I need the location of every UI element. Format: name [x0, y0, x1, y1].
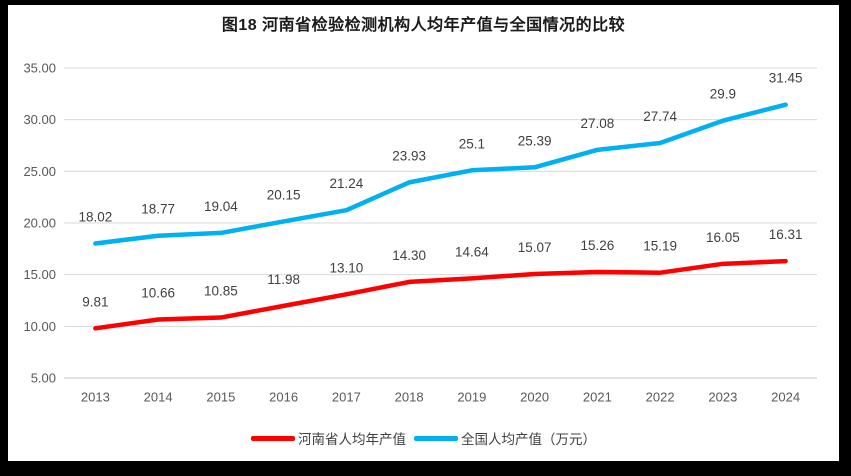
data-label-national: 25.39: [518, 133, 552, 148]
data-label-national: 31.45: [769, 71, 803, 86]
y-axis-tick-label: 25.00: [23, 164, 56, 179]
data-label-national: 23.93: [392, 148, 426, 163]
data-label-henan: 9.81: [82, 294, 108, 309]
data-label-henan: 10.66: [141, 286, 175, 301]
data-label-henan: 15.07: [518, 240, 552, 255]
chart-canvas: 图18 河南省检验检测机构人均年产值与全国情况的比较 5.00 10.00 15.0…: [8, 5, 839, 461]
x-axis-tick-label: 2013: [81, 390, 110, 405]
x-axis-tick-label: 2014: [144, 390, 173, 405]
data-label-national: 18.77: [141, 202, 175, 217]
legend: 河南省人均年产值 全国人均产值（万元）: [8, 427, 839, 449]
y-axis-tick-label: 30.00: [23, 112, 56, 127]
legend-swatch-henan-icon: [251, 435, 295, 441]
legend-label-henan: 河南省人均年产值: [298, 432, 406, 447]
data-label-national: 27.74: [643, 109, 677, 124]
plot-area: 5.00 10.00 15.00 20.00 25.00 30.00 35.00 2013 20…: [23, 61, 817, 405]
data-label-national: 18.02: [78, 209, 112, 224]
data-label-national: 27.08: [580, 116, 614, 131]
data-label-henan: 16.05: [706, 230, 740, 245]
legend-item-national: 全国人均产值（万元）: [414, 428, 596, 448]
data-label-henan: 15.19: [643, 239, 677, 254]
x-axis-tick-label: 2021: [583, 390, 612, 405]
y-axis-tick-label: 5.00: [31, 371, 56, 386]
series-line-national: [93, 102, 788, 246]
data-label-national: 20.15: [267, 187, 301, 202]
data-label-henan: 10.85: [204, 284, 238, 299]
x-axis-tick-label: 2018: [395, 390, 424, 405]
x-axis-tick-label: 2020: [520, 390, 549, 405]
data-label-henan: 11.98: [267, 272, 300, 287]
data-label-henan: 13.10: [329, 260, 363, 275]
y-axis-tick-label: 35.00: [23, 61, 56, 76]
data-label-henan: 14.64: [455, 244, 489, 259]
legend-swatch-national-icon: [414, 435, 458, 441]
x-axis-tick-label: 2017: [332, 390, 361, 405]
data-label-national: 25.1: [459, 136, 485, 151]
y-axis-tick-label: 15.00: [23, 267, 56, 282]
legend-item-henan: 河南省人均年产值: [251, 428, 406, 448]
y-axis-tick-label: 10.00: [23, 319, 56, 334]
y-axis-tick-label: 20.00: [23, 216, 56, 231]
x-axis-tick-label: 2019: [457, 390, 486, 405]
data-label-henan: 14.30: [392, 248, 426, 263]
x-axis-tick-label: 2016: [269, 390, 298, 405]
data-label-national: 21.24: [329, 176, 363, 191]
x-axis-tick-label: 2023: [708, 390, 737, 405]
x-axis-tick-label: 2015: [206, 390, 235, 405]
series-line-henan: [93, 258, 788, 331]
chart-title: 图18 河南省检验检测机构人均年产值与全国情况的比较: [221, 17, 626, 34]
x-axis-tick-label: 2024: [771, 390, 800, 405]
legend-label-national: 全国人均产值（万元）: [461, 432, 596, 447]
x-axis-tick-label: 2022: [646, 390, 675, 405]
data-label-henan: 15.26: [580, 238, 614, 253]
data-label-national: 19.04: [204, 199, 238, 214]
data-label-national: 29.9: [710, 87, 736, 102]
data-label-henan: 16.31: [769, 227, 803, 242]
